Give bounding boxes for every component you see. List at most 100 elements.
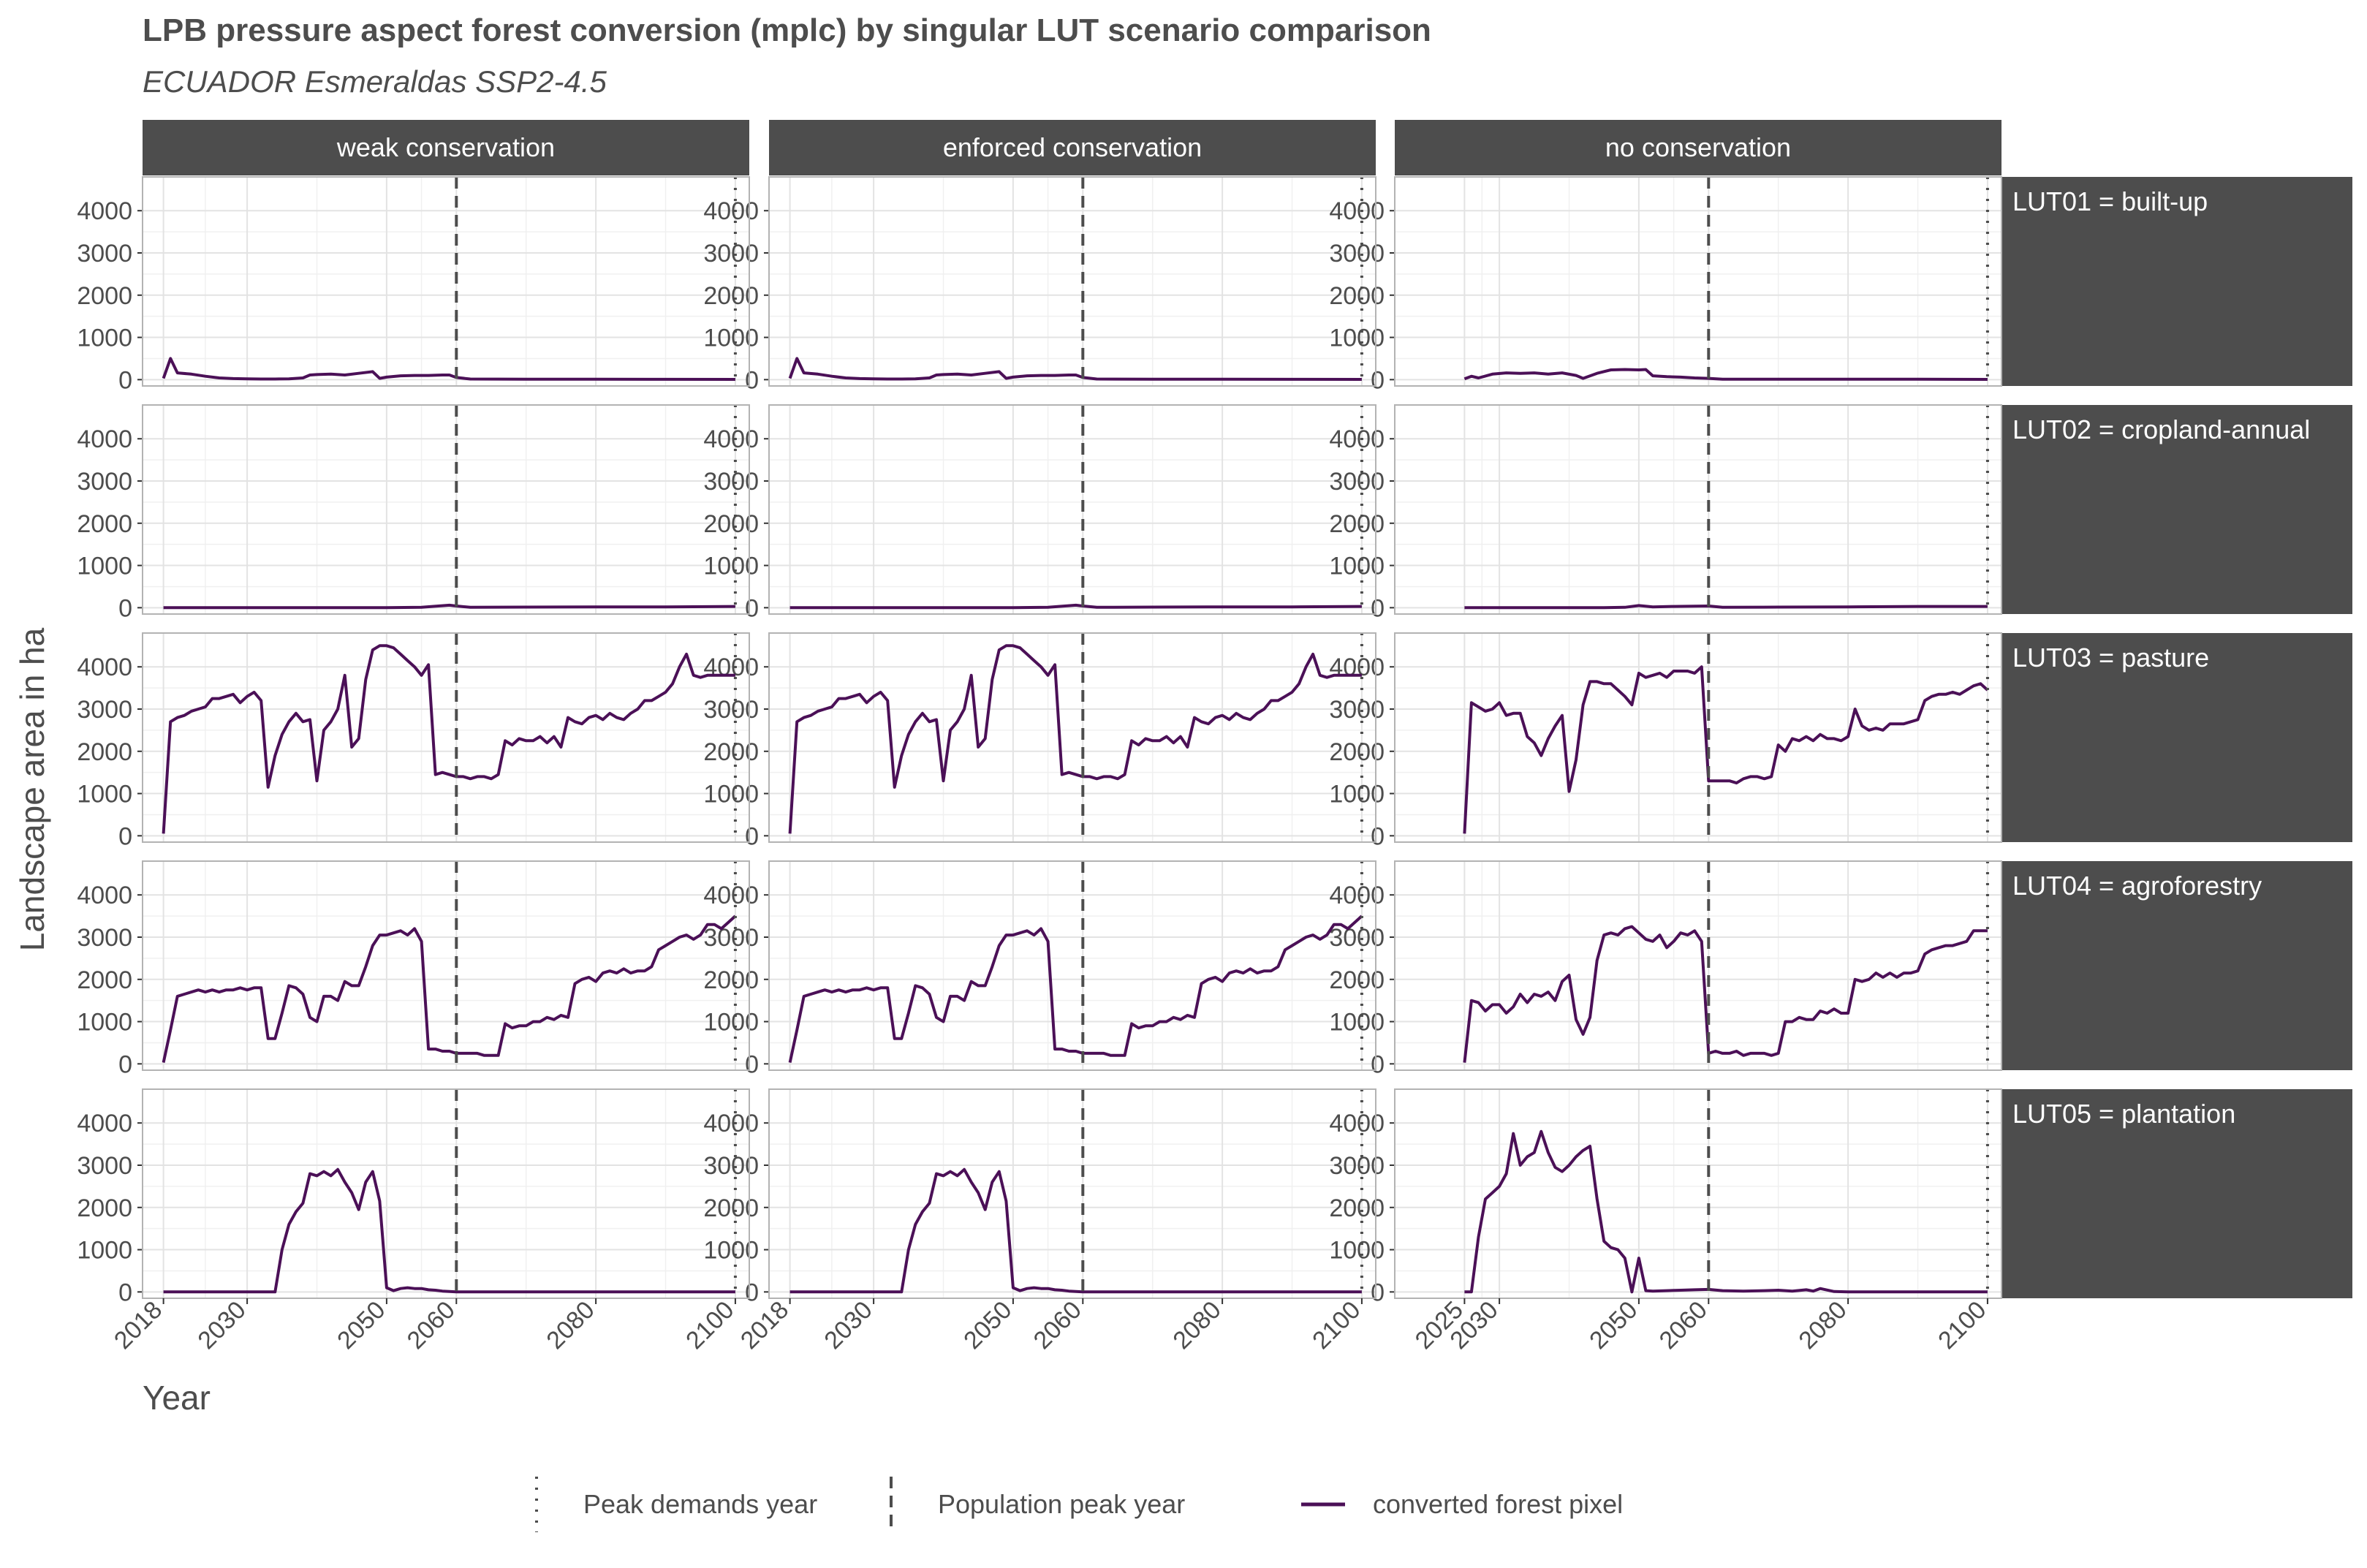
row-strip-2 [1998, 633, 2352, 842]
y-tick-label: 4000 [77, 654, 132, 681]
y-tick-label: 4000 [77, 197, 132, 225]
panel-bg-r1-c2 [1395, 405, 2001, 614]
y-tick-label: 3000 [77, 696, 132, 724]
y-tick-label: 1000 [703, 325, 759, 352]
row-strip-label-1: LUT02 = cropland-annual [2012, 414, 2310, 444]
x-tick-label: 2018 [109, 1296, 167, 1355]
y-tick-label: 4000 [703, 654, 759, 681]
panel-bg-r4-c2 [1395, 1089, 2001, 1298]
x-tick-label: 2060 [1029, 1296, 1087, 1355]
row-strip-label-3: LUT04 = agroforestry [2012, 871, 2262, 901]
y-tick-label: 3000 [703, 1152, 759, 1180]
y-tick-label: 0 [745, 366, 759, 394]
x-tick-label: 2100 [681, 1296, 739, 1355]
panel-border [1394, 1088, 2002, 1299]
y-tick-label: 2000 [703, 966, 759, 994]
x-tick-label: 2030 [819, 1296, 877, 1355]
panel-bg-r3-c1 [769, 861, 1376, 1070]
y-tick-label: 1000 [77, 781, 132, 808]
x-tick-label: 2060 [402, 1296, 461, 1355]
panel-bg-r3-c2 [1395, 861, 2001, 1070]
x-tick-label: 2050 [958, 1296, 1017, 1355]
x-tick-label: 2050 [332, 1296, 390, 1355]
panel-bg-r1-c1 [769, 405, 1376, 614]
panel-bg-r1-c0 [143, 405, 749, 614]
y-tick-label: 0 [745, 594, 759, 622]
column-strip-0 [143, 120, 749, 175]
legend-label: Population peak year [938, 1489, 1185, 1519]
panel-border [1394, 404, 2002, 615]
y-tick-label: 0 [745, 822, 759, 850]
panel-bg-r2-c1 [769, 633, 1376, 842]
x-tick-label: 2100 [1933, 1296, 1991, 1355]
panel-bg-r3-c0 [143, 861, 749, 1070]
y-tick-label: 4000 [77, 882, 132, 909]
y-tick-label: 2000 [77, 966, 132, 994]
panel-border [1394, 860, 2002, 1071]
column-strip-2 [1395, 120, 2001, 175]
chart-title: LPB pressure aspect forest conversion (m… [143, 12, 1431, 48]
y-tick-label: 1000 [77, 325, 132, 352]
x-axis-title: Year [143, 1379, 211, 1417]
row-strip-3 [1998, 861, 2352, 1070]
y-tick-label: 3000 [703, 240, 759, 268]
y-tick-label: 1000 [703, 781, 759, 808]
panel-border [768, 632, 1376, 843]
x-tick-label: 2018 [735, 1296, 794, 1355]
panel-border [142, 404, 750, 615]
series-line-r1-c1 [789, 603, 1362, 610]
panel-border [768, 176, 1376, 387]
y-tick-label: 4000 [703, 197, 759, 225]
row-strip-0 [1998, 177, 2352, 386]
chart-subtitle: ECUADOR Esmeraldas SSP2-4.5 [143, 64, 607, 99]
y-tick-label: 1000 [703, 553, 759, 580]
y-tick-label: 1000 [703, 1009, 759, 1037]
y-tick-label: 3000 [77, 1152, 132, 1180]
series-line-r0-c2 [1463, 368, 1988, 381]
panel-border [142, 176, 750, 387]
panel-bg-r0-c1 [769, 177, 1376, 386]
x-tick-label: 2080 [1793, 1296, 1852, 1355]
column-strip-label-1: enforced conservation [943, 132, 1202, 162]
legend: Peak demands year Population peak year con… [535, 1477, 1623, 1532]
series-line-r2-c2 [1463, 665, 1989, 834]
row-strip-label-4: LUT05 = plantation [2012, 1099, 2235, 1129]
x-tick-label: 2030 [192, 1296, 251, 1355]
y-tick-label: 0 [118, 1050, 132, 1078]
y-tick-label: 0 [1371, 1279, 1385, 1306]
column-strip-1 [769, 120, 1376, 175]
series-line-r1-c2 [1464, 604, 1988, 610]
y-tick-label: 3000 [703, 696, 759, 724]
x-tick-label: 2100 [1307, 1296, 1366, 1355]
y-tick-label: 2000 [77, 1194, 132, 1222]
plot-layer: weak conservation enforced conservation no… [77, 120, 2352, 1355]
row-strip-label-2: LUT03 = pasture [2012, 643, 2209, 673]
y-tick-label: 4000 [703, 1110, 759, 1137]
y-tick-label: 1000 [77, 1009, 132, 1037]
panel-bg-r0-c2 [1395, 177, 2001, 386]
y-tick-label: 3000 [77, 240, 132, 268]
panel-border [142, 632, 750, 843]
y-tick-label: 2000 [77, 738, 132, 766]
panel-border [1394, 176, 2002, 387]
y-tick-label: 0 [118, 822, 132, 850]
y-tick-label: 0 [118, 1279, 132, 1306]
series-line-r4-c1 [789, 1167, 1362, 1294]
panel-bg-r2-c2 [1395, 633, 2001, 842]
y-tick-label: 2000 [77, 282, 132, 310]
legend-label: Peak demands year [583, 1489, 817, 1519]
y-tick-label: 3000 [703, 468, 759, 496]
y-tick-label: 0 [745, 1050, 759, 1078]
x-tick-label: 2060 [1654, 1296, 1713, 1355]
y-tick-label: 2000 [703, 738, 759, 766]
y-tick-label: 0 [1371, 1050, 1385, 1078]
y-tick-label: 4000 [77, 425, 132, 453]
y-tick-label: 1000 [77, 553, 132, 580]
column-strip-label-0: weak conservation [336, 132, 555, 162]
y-tick-label: 4000 [703, 882, 759, 909]
row-strip-1 [1998, 405, 2352, 614]
panel-border [768, 1088, 1376, 1299]
y-tick-label: 0 [745, 1279, 759, 1306]
y-tick-label: 0 [1371, 366, 1385, 394]
